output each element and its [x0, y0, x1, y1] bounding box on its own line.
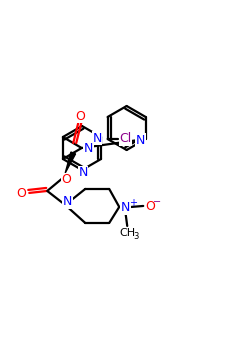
Text: +: + [129, 198, 137, 208]
Text: N: N [120, 202, 130, 215]
Text: N: N [136, 133, 145, 147]
Text: N: N [84, 141, 93, 154]
Polygon shape [65, 152, 76, 173]
Text: Cl: Cl [120, 133, 132, 146]
Text: −: − [153, 197, 161, 207]
Text: O: O [145, 201, 155, 214]
Text: 3: 3 [134, 232, 139, 241]
Text: O: O [16, 188, 26, 201]
Text: O: O [75, 110, 85, 122]
Text: N: N [78, 167, 88, 180]
Text: N: N [92, 132, 102, 145]
Text: O: O [61, 174, 71, 187]
Text: N: N [62, 195, 72, 209]
Text: CH: CH [119, 228, 135, 238]
